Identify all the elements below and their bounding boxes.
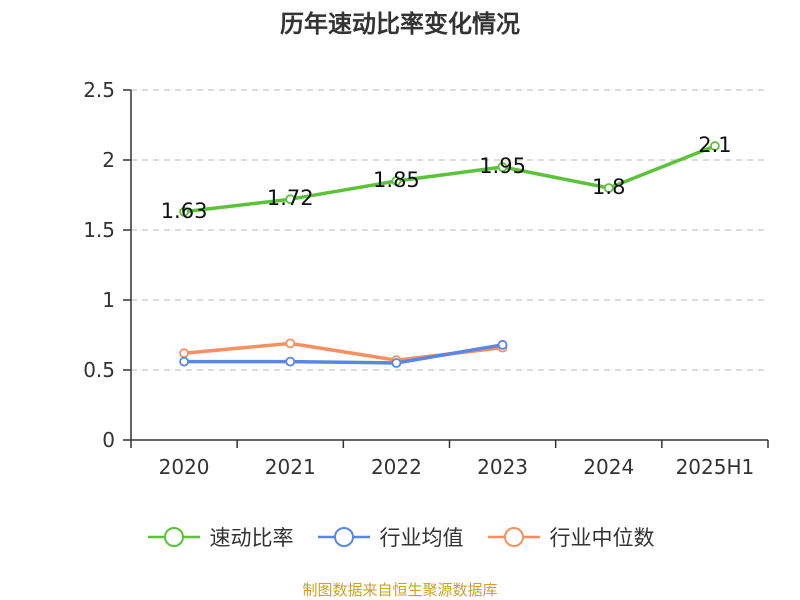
- legend: 速动比率 行业均值 行业中位数: [0, 520, 800, 554]
- axes: 0 0.5 1 1.5 2 2.5 2020 2021 2022 2023 2024 2025H1: [83, 78, 769, 479]
- data-label: 1.8: [592, 175, 625, 199]
- y-tick-label: 1: [102, 288, 115, 312]
- y-tick-label: 2: [102, 148, 115, 172]
- legend-item-quick-ratio[interactable]: 速动比率: [146, 522, 294, 552]
- data-labels: 1.63 1.72 1.85 1.95 1.8 2.1: [161, 133, 732, 223]
- chart-title: 历年速动比率变化情况: [280, 10, 520, 38]
- series-line: [183, 144, 716, 214]
- x-tick-label: 2024: [583, 455, 634, 479]
- data-label: 2.1: [698, 133, 731, 157]
- x-tick-label: 2023: [477, 455, 528, 479]
- data-point: [497, 162, 508, 172]
- y-tick-label: 2.5: [83, 78, 115, 102]
- legend-swatch-industry-median-icon: [487, 527, 540, 547]
- data-point: [285, 194, 296, 205]
- data-label: 1.72: [267, 186, 314, 210]
- legend-label-industry-median: 行业中位数: [549, 526, 655, 550]
- y-tick-label: 1.5: [83, 218, 115, 242]
- data-label: 1.95: [479, 154, 526, 178]
- y-tick-label: 0: [102, 428, 115, 452]
- y-tick-label: 0.5: [83, 358, 115, 382]
- data-point: [603, 183, 614, 193]
- data-point: [391, 176, 402, 186]
- data-label: 1.85: [373, 168, 420, 192]
- data-label: 1.63: [161, 199, 208, 223]
- data-source-note: 制图数据来自恒生聚源数据库: [302, 581, 498, 599]
- x-tick-label: 2020: [159, 455, 210, 479]
- data-point: [179, 356, 189, 367]
- data-point: [391, 358, 402, 368]
- data-point: [179, 348, 189, 359]
- x-tick-label: 2022: [371, 455, 422, 479]
- legend-swatch-industry-mean-icon: [317, 527, 370, 547]
- data-point: [179, 206, 189, 217]
- data-point: [710, 141, 720, 151]
- x-tick-label: 2025H1: [676, 455, 755, 479]
- data-point: [497, 339, 508, 350]
- legend-label-industry-mean: 行业均值: [379, 526, 464, 550]
- data-point: [285, 338, 296, 349]
- legend-item-industry-mean[interactable]: 行业均值: [316, 522, 464, 552]
- series-lines: [179, 141, 720, 368]
- legend-swatch-quick-ratio-icon: [147, 527, 200, 547]
- legend-item-industry-median[interactable]: 行业中位数: [486, 522, 655, 552]
- series-line: [184, 343, 503, 365]
- data-point: [285, 356, 296, 367]
- grid-lines: [131, 89, 768, 371]
- x-tick-label: 2021: [265, 455, 316, 479]
- legend-label-quick-ratio: 速动比率: [209, 526, 294, 550]
